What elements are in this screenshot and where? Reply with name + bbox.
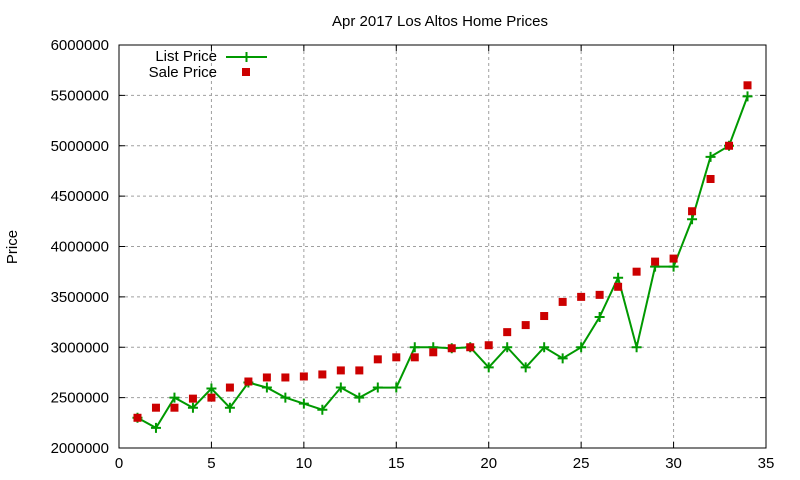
legend-label-sale-price: Sale Price xyxy=(149,64,217,81)
sale-price-marker xyxy=(484,341,493,350)
list-price-marker xyxy=(520,362,531,373)
grid xyxy=(119,45,766,448)
sale-price-marker xyxy=(429,348,438,357)
sale-price-marker xyxy=(743,81,752,90)
sale-price-marker xyxy=(133,413,142,422)
sale-price-marker xyxy=(558,297,567,306)
list-price-marker xyxy=(613,272,624,283)
sale-price-marker xyxy=(281,373,290,382)
list-price-marker xyxy=(502,342,513,353)
list-price-marker xyxy=(169,392,180,403)
x-tick-label: 20 xyxy=(480,455,497,472)
list-price-marker xyxy=(224,402,235,413)
y-tick-labels: 2000000 2500000 3000000 3500000 4000000 45000… xyxy=(51,37,109,457)
sale-price-marker xyxy=(151,403,160,412)
legend-label-list-price: List Price xyxy=(155,48,217,65)
y-tick-label: 5000000 xyxy=(51,138,109,155)
list-price-marker xyxy=(705,151,716,162)
list-price-marker xyxy=(631,342,642,353)
x-tick-label: 15 xyxy=(388,455,405,472)
list-price-marker xyxy=(539,342,550,353)
legend-square-icon xyxy=(242,68,250,76)
list-price-marker xyxy=(150,422,161,433)
y-tick-label: 2500000 xyxy=(51,390,109,407)
sale-price-marker xyxy=(614,282,623,291)
x-tick-label: 25 xyxy=(573,455,590,472)
sale-price-marker xyxy=(188,394,197,403)
sale-price-marker xyxy=(632,267,641,276)
sale-price-marker xyxy=(410,353,419,362)
list-price-marker xyxy=(187,402,198,413)
list-price-marker xyxy=(668,261,679,272)
sale-price-marker xyxy=(244,377,253,386)
sale-price-marker xyxy=(447,344,456,353)
sale-price-marker xyxy=(503,328,512,337)
x-tick-label: 35 xyxy=(758,455,775,472)
sale-price-marker xyxy=(225,383,234,392)
sale-price-marker xyxy=(318,370,327,379)
list-price-marker xyxy=(335,382,346,393)
sale-price-marker xyxy=(706,174,715,183)
chart-title: Apr 2017 Los Altos Home Prices xyxy=(332,13,548,30)
list-price-marker xyxy=(483,362,494,373)
legend-cross-icon xyxy=(241,52,252,62)
y-axis-label: Price xyxy=(4,230,21,264)
series-sale-price xyxy=(133,81,752,422)
list-price-marker xyxy=(391,382,402,393)
list-price-marker xyxy=(280,392,291,403)
list-price-marker xyxy=(576,342,587,353)
sale-price-marker xyxy=(521,321,530,330)
list-price-line xyxy=(137,96,749,430)
x-tick-label: 0 xyxy=(115,455,123,472)
sale-price-marker xyxy=(466,343,475,352)
list-price-marker xyxy=(742,91,753,102)
list-price-marker xyxy=(372,382,383,393)
x-tick-labels: 0 5 10 15 20 25 30 35 xyxy=(115,455,775,472)
axes xyxy=(118,44,767,449)
sale-price-marker xyxy=(373,355,382,364)
series-list-price xyxy=(132,91,753,433)
sale-price-marker xyxy=(207,393,216,402)
list-price-marker xyxy=(354,392,365,403)
list-price-marker xyxy=(206,383,217,394)
legend: List Price Sale Price xyxy=(149,48,267,81)
sale-price-marker xyxy=(540,312,549,321)
list-price-marker xyxy=(261,382,272,393)
y-tick-label: 5500000 xyxy=(51,87,109,104)
sale-price-marker xyxy=(355,366,364,375)
sale-price-marker xyxy=(651,257,660,266)
sale-price-marker xyxy=(577,292,586,301)
sale-price-marker xyxy=(669,254,678,263)
sale-price-marker xyxy=(336,366,345,375)
sale-price-marker xyxy=(299,372,308,381)
sale-price-marker xyxy=(170,403,179,412)
y-tick-label: 3500000 xyxy=(51,289,109,306)
list-price-marker xyxy=(409,342,420,353)
y-tick-label: 2000000 xyxy=(51,440,109,457)
x-tick-label: 10 xyxy=(296,455,313,472)
sale-price-marker xyxy=(262,373,271,382)
list-price-marker xyxy=(298,398,309,409)
sale-price-marker xyxy=(392,353,401,362)
list-price-marker xyxy=(687,214,698,225)
y-tick-label: 3000000 xyxy=(51,339,109,356)
list-price-marker xyxy=(317,404,328,415)
list-price-marker xyxy=(594,312,605,323)
list-price-marker xyxy=(557,353,568,364)
sale-price-marker xyxy=(725,141,734,150)
x-tick-label: 5 xyxy=(207,455,215,472)
y-tick-label: 4500000 xyxy=(51,188,109,205)
y-tick-label: 6000000 xyxy=(51,37,109,54)
x-tick-label: 30 xyxy=(665,455,682,472)
sale-price-marker xyxy=(688,207,697,216)
y-tick-label: 4000000 xyxy=(51,239,109,256)
sale-price-marker xyxy=(595,290,604,299)
